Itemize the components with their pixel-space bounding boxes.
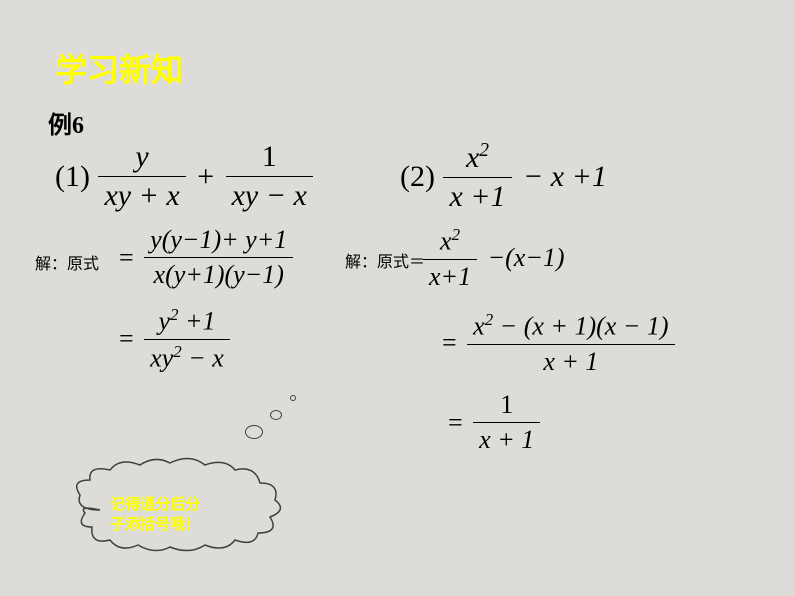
eq1-frac1-num: y bbox=[98, 140, 185, 176]
cloud-line-1: 记得通分后分 bbox=[110, 496, 200, 513]
eq1-frac2-den: xy − x bbox=[226, 176, 313, 213]
solution-2-line-1: x2 x+1 −(x−1) bbox=[423, 225, 569, 292]
eq1-frac1: y xy + x bbox=[98, 140, 185, 213]
equation-2: (2) x2 x +1 − x +1 bbox=[400, 140, 611, 214]
eq1-op: + bbox=[197, 160, 214, 194]
solution-2-line-2: = x2 − (x + 1)(x − 1) x + 1 bbox=[438, 310, 675, 377]
example-label: 例6 bbox=[48, 105, 84, 140]
sol2-l2-frac: x2 − (x + 1)(x − 1) x + 1 bbox=[467, 310, 674, 377]
thought-dot-1 bbox=[290, 395, 296, 401]
sol1-l1-num: y(y−1)+ y+1 bbox=[144, 225, 293, 257]
eq1-label: (1) bbox=[55, 160, 90, 194]
sol1-l2-num: y2 +1 bbox=[144, 305, 230, 339]
sol2-l2-num: x2 − (x + 1)(x − 1) bbox=[467, 310, 674, 344]
eq1-frac2-num: 1 bbox=[226, 140, 313, 176]
sol1-l1-den: x(y+1)(y−1) bbox=[144, 257, 293, 290]
sol2-l3-den: x + 1 bbox=[473, 422, 540, 455]
thought-dot-3 bbox=[245, 425, 263, 439]
sol1-l2-frac: y2 +1 xy2 − x bbox=[144, 305, 230, 373]
eq2-frac-den: x +1 bbox=[443, 177, 511, 214]
eq1-frac1-den: xy + x bbox=[98, 176, 185, 213]
solution-2-line-3: = 1 x + 1 bbox=[444, 390, 540, 455]
cloud-note: 记得通分后分 子添括号哦！ bbox=[110, 495, 200, 534]
eq1-frac2: 1 xy − x bbox=[226, 140, 313, 213]
eq2-frac: x2 x +1 bbox=[443, 140, 511, 214]
sol1-l2-den: xy2 − x bbox=[144, 339, 230, 374]
sol2-l1-tail: −(x−1) bbox=[488, 243, 565, 273]
cloud-line-2: 子添括号哦！ bbox=[110, 516, 200, 533]
eq2-label: (2) bbox=[400, 160, 435, 194]
sol2-l2-den: x + 1 bbox=[467, 344, 674, 377]
sol1-l1-frac: y(y−1)+ y+1 x(y+1)(y−1) bbox=[144, 225, 293, 290]
solution-1-label: 解：原式 bbox=[35, 250, 99, 274]
sol2-l1-num: x2 bbox=[423, 225, 477, 259]
sol2-l1-den: x+1 bbox=[423, 259, 477, 292]
sol1-l1-eq: = bbox=[119, 243, 134, 273]
sol1-l2-eq: = bbox=[119, 324, 134, 354]
solution-1-line-1: = y(y−1)+ y+1 x(y+1)(y−1) bbox=[115, 225, 293, 290]
sol2-l2-eq: = bbox=[442, 328, 457, 358]
equation-1: (1) y xy + x + 1 xy − x bbox=[55, 140, 313, 213]
section-title: 学习新知 bbox=[55, 45, 183, 91]
solution-2-label: 解：原式＝ bbox=[345, 248, 425, 272]
sol2-l3-eq: = bbox=[448, 408, 463, 438]
eq2-tail: − x +1 bbox=[523, 160, 607, 194]
sol2-l1-frac: x2 x+1 bbox=[423, 225, 477, 292]
sol2-l3-frac: 1 x + 1 bbox=[473, 390, 540, 455]
thought-dot-2 bbox=[270, 410, 282, 420]
solution-1-line-2: = y2 +1 xy2 − x bbox=[115, 305, 230, 373]
eq2-frac-num: x2 bbox=[443, 140, 511, 177]
sol2-l3-num: 1 bbox=[473, 390, 540, 422]
